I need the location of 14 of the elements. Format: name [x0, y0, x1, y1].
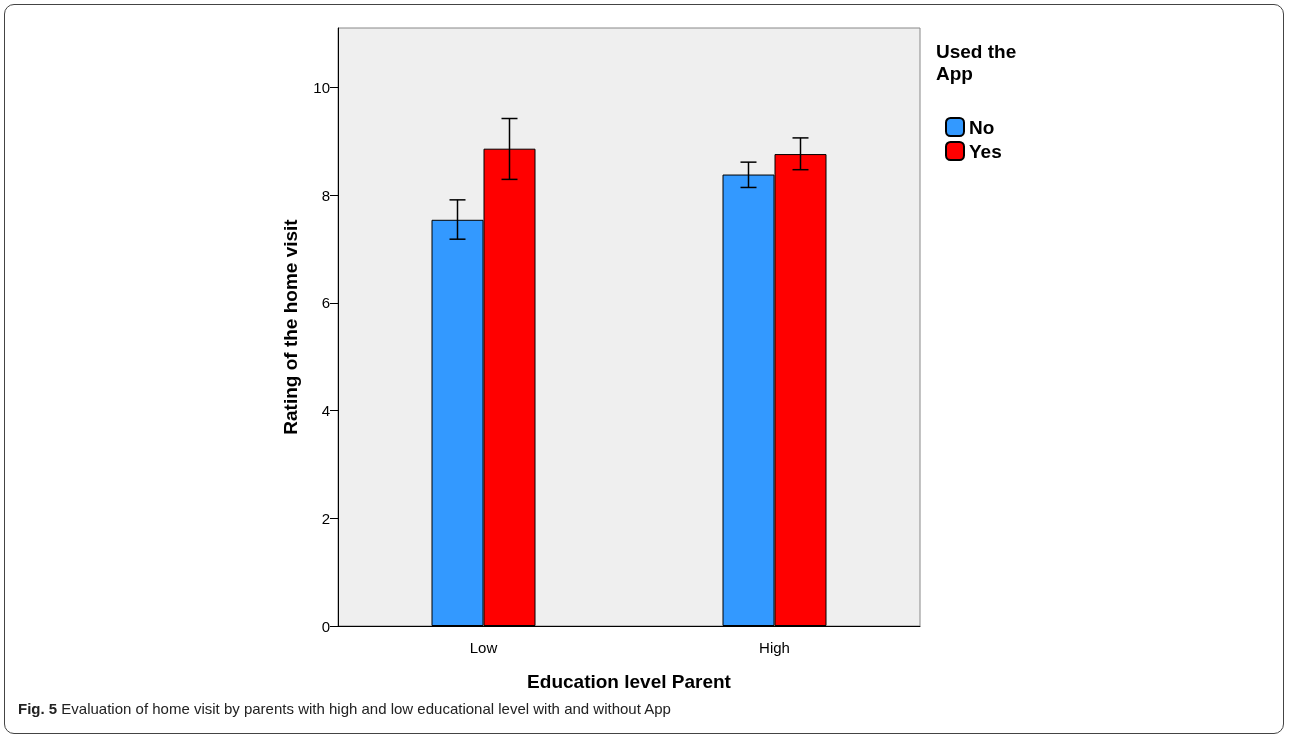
y-axis-title: Rating of the home visit	[280, 218, 301, 435]
legend-title: Used the App	[936, 40, 1017, 84]
y-tick-label: 10	[313, 78, 330, 96]
x-axis-title: Education level Parent	[527, 671, 732, 692]
legend-label: Yes	[969, 140, 1002, 162]
y-tick-label: 2	[321, 509, 330, 527]
y-tick-label: 4	[321, 402, 330, 419]
y-tick-label: 8	[321, 186, 330, 204]
legend-label: No	[969, 116, 995, 138]
x-tick-label: High	[759, 639, 790, 656]
x-tick-label: Low	[469, 639, 498, 656]
caption: Fig. 5 Evaluation of home visit by parents with high and low educational level with and without App	[18, 700, 671, 717]
y-tick-label: 6	[321, 294, 330, 312]
y-tick-label: 0	[321, 617, 330, 635]
